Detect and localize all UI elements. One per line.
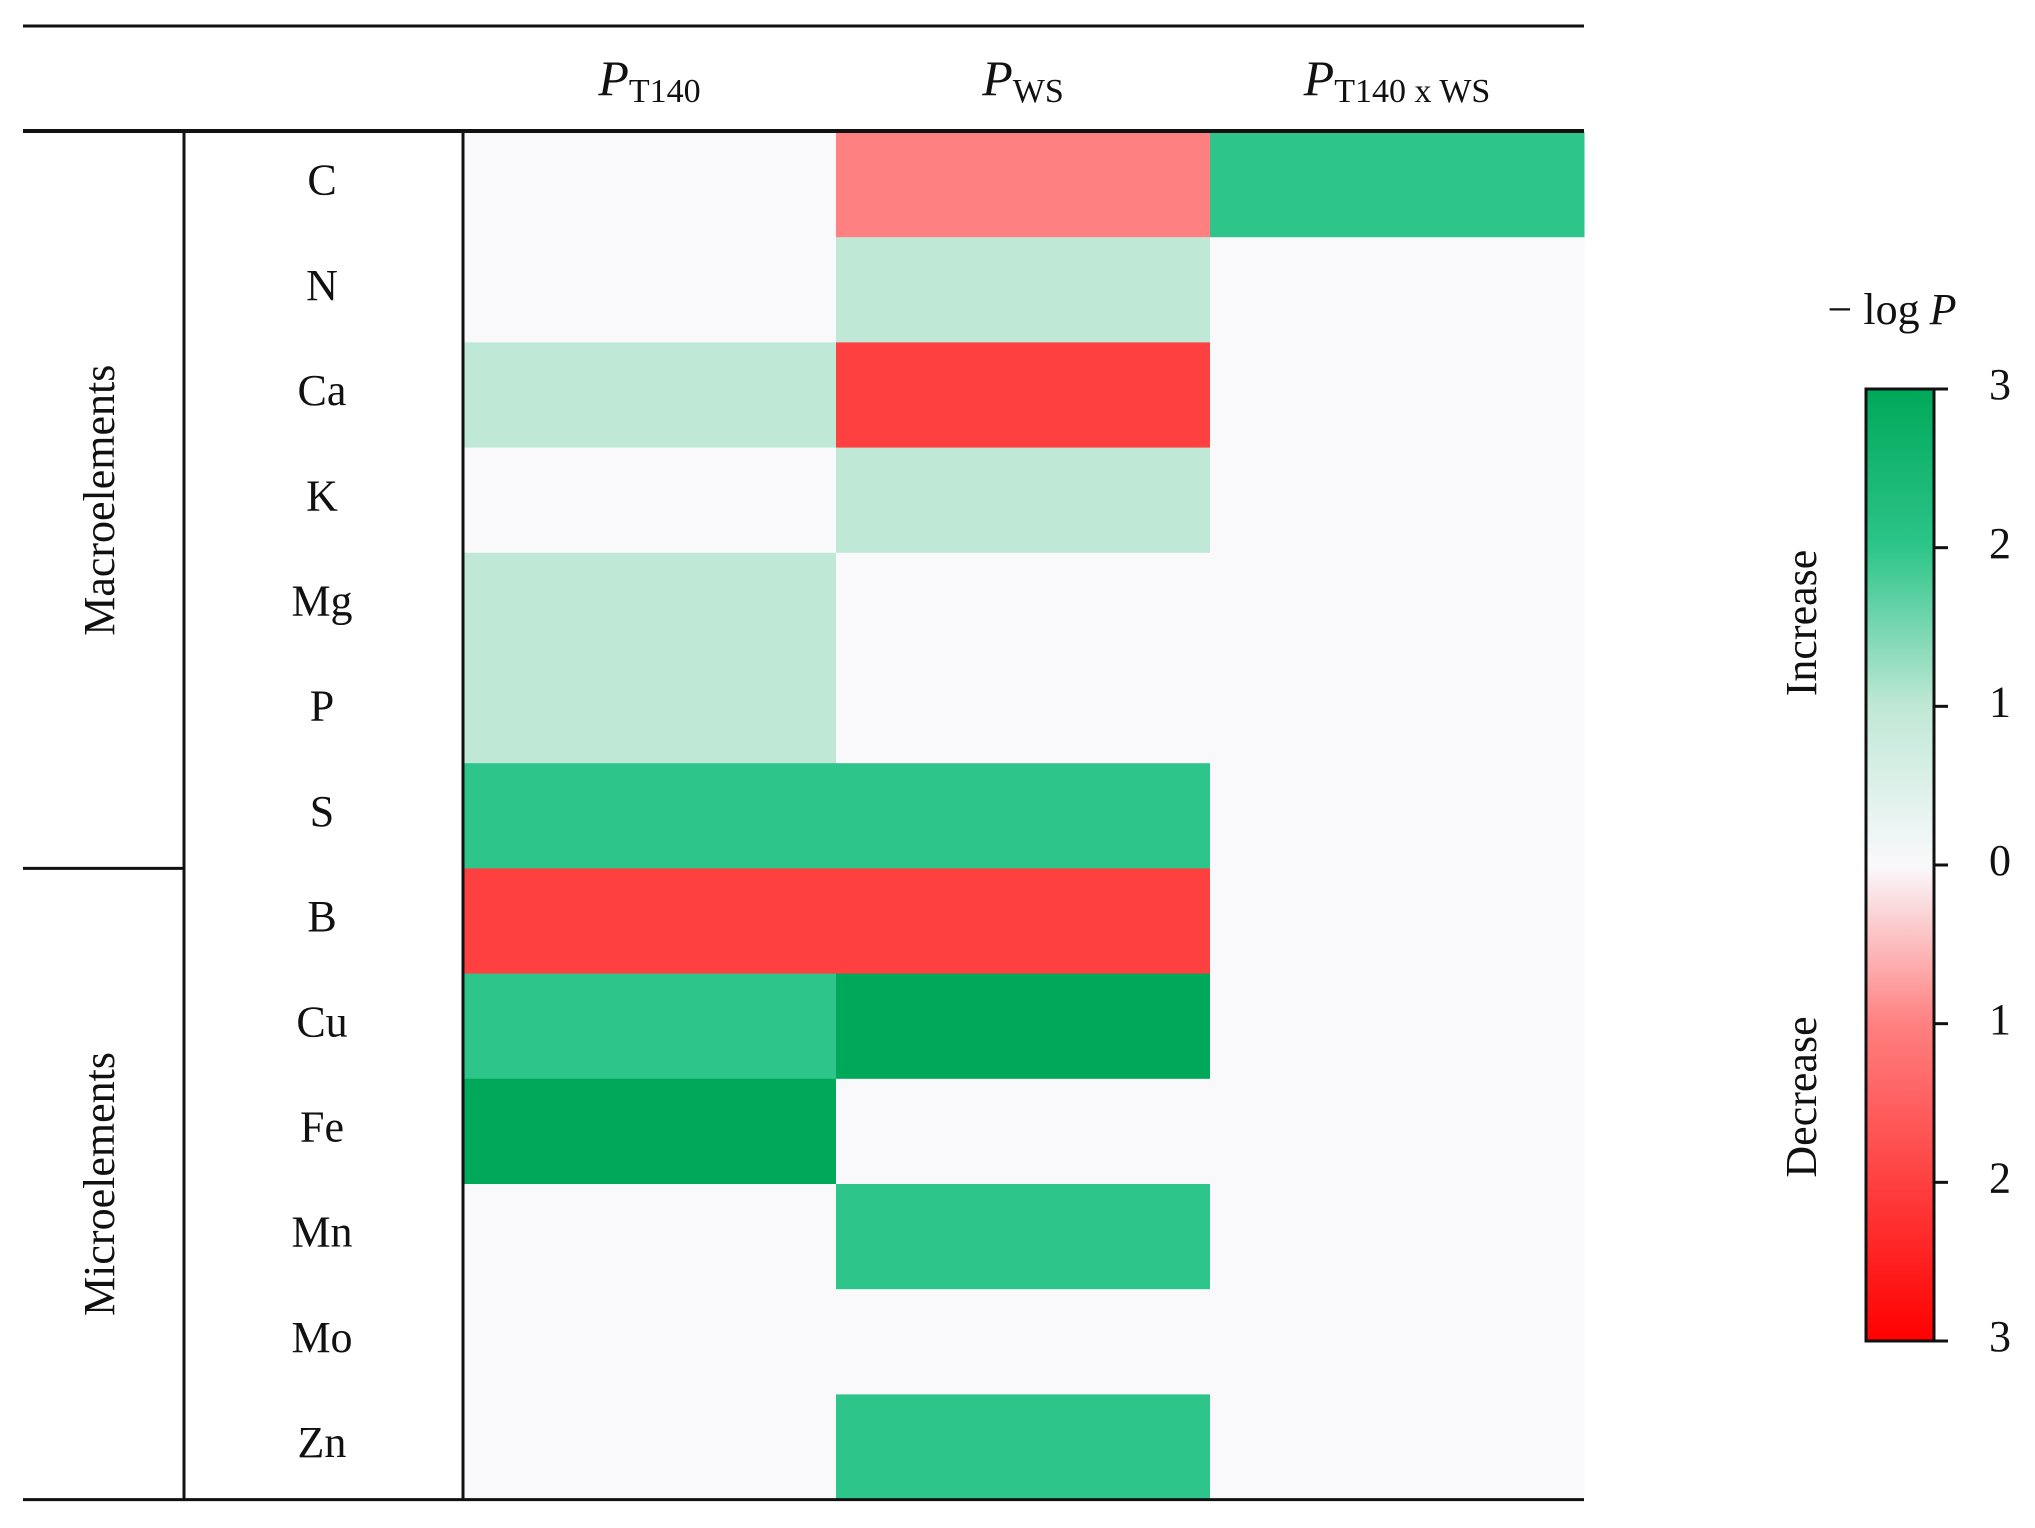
column-subscript: T140 x WS <box>1334 73 1490 110</box>
heatmap-cell <box>463 658 837 764</box>
row-label: N <box>306 261 338 310</box>
column-subscript: WS <box>1013 73 1064 110</box>
heatmap-cell <box>463 868 837 975</box>
column-symbol: P <box>597 50 629 106</box>
colorbar-tick-label: 3 <box>1989 360 2011 409</box>
colorbar <box>1864 387 1936 1343</box>
row-label: Mn <box>291 1208 352 1257</box>
row-label: Mo <box>291 1313 352 1362</box>
heatmap-cell <box>836 1289 1211 1395</box>
colorbar-tick-label: 1 <box>1989 995 2011 1044</box>
heatmap-cell <box>1210 1289 1585 1395</box>
heatmap-cell <box>1210 973 1585 1080</box>
colorbar-tick-label: 2 <box>1989 519 2011 568</box>
heatmap-cell <box>463 1184 837 1290</box>
column-subscript: T140 <box>629 73 701 110</box>
increase-label: Increase <box>1777 550 1826 697</box>
heatmap-cell <box>836 868 1211 975</box>
row-label: Mg <box>291 576 352 625</box>
column-symbol: P <box>1303 50 1335 106</box>
row-label: Cu <box>296 997 347 1046</box>
heatmap-cell <box>836 447 1211 554</box>
group-label: Macroelements <box>75 365 124 636</box>
heatmap-cell <box>463 552 837 659</box>
heatmap-cell <box>463 447 837 554</box>
heatmap-cell <box>1210 1078 1585 1185</box>
row-label: P <box>310 682 334 731</box>
colorbar-title-symbol: P <box>1929 285 1957 334</box>
row-label: Ca <box>298 366 347 415</box>
row-label: B <box>307 892 336 941</box>
colorbar-tick-label: 3 <box>1989 1312 2011 1361</box>
heatmap-cell <box>463 132 837 238</box>
column-symbol: P <box>981 50 1013 106</box>
row-label: C <box>307 156 336 205</box>
heatmap-cell <box>463 1289 837 1395</box>
heatmap-cell <box>836 763 1211 869</box>
heatmap-cell <box>463 1394 837 1501</box>
colorbar-tick-label: 2 <box>1989 1153 2011 1202</box>
heatmap-cell <box>1210 868 1585 975</box>
heatmap-cell <box>836 1078 1211 1185</box>
heatmap-cell <box>836 342 1211 449</box>
heatmap-cell <box>836 237 1211 343</box>
heatmap-cell <box>1210 552 1585 659</box>
colorbar-tick-label: 0 <box>1989 836 2011 885</box>
heatmap-cell <box>463 973 837 1080</box>
heatmap-cell <box>836 973 1211 1080</box>
heatmap-cell <box>1210 237 1585 343</box>
heatmap-cell <box>836 1394 1211 1501</box>
heatmap-cell <box>836 1184 1211 1290</box>
heatmap-cell <box>1210 658 1585 764</box>
heatmap-cell <box>1210 763 1585 869</box>
heatmap-cell <box>836 658 1211 764</box>
heatmap-cell <box>463 237 837 343</box>
heatmap-cell <box>1210 447 1585 554</box>
heatmap-cell <box>836 132 1211 238</box>
row-label: S <box>310 787 334 836</box>
heatmap-cell <box>1210 342 1585 449</box>
decrease-label: Decrease <box>1777 1016 1826 1177</box>
heatmap-cell <box>1210 1394 1585 1501</box>
heatmap-cell <box>463 342 837 449</box>
heatmap-cell <box>1210 132 1585 238</box>
column-header: PWS <box>981 50 1064 109</box>
colorbar-tick-label: 1 <box>1989 677 2011 726</box>
group-label: Microelements <box>75 1052 124 1316</box>
column-header: PT140 x WS <box>1303 50 1491 109</box>
heatmap-cell <box>463 763 837 869</box>
heatmap-cell <box>463 1078 837 1185</box>
colorbar-title: − log P <box>1828 285 1957 334</box>
heatmap-cell <box>836 552 1211 659</box>
row-label: K <box>306 471 338 520</box>
colorbar-title-text: − log <box>1828 285 1920 334</box>
heatmap-cell <box>1210 1184 1585 1290</box>
row-label: Zn <box>298 1418 347 1467</box>
column-header: PT140 <box>597 50 700 109</box>
row-label: Fe <box>300 1102 344 1151</box>
